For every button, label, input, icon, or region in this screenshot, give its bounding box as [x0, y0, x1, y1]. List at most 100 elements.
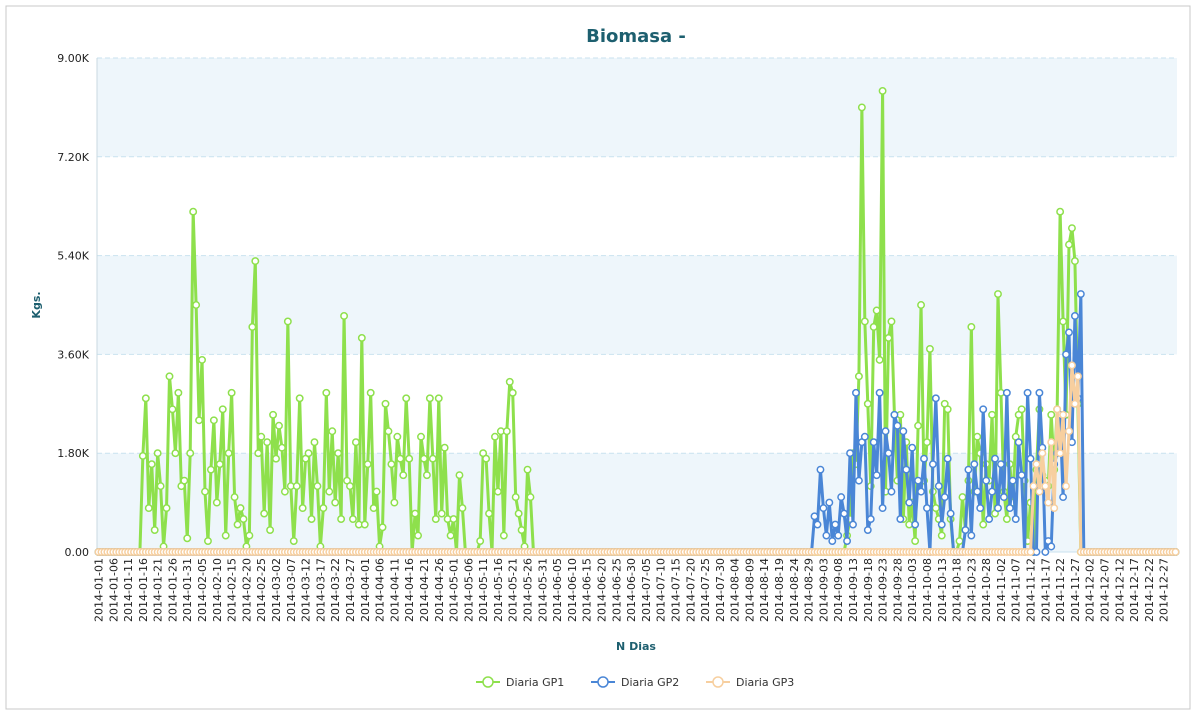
x-tick-label: 2014-05-06	[462, 558, 475, 622]
data-point	[245, 531, 254, 540]
x-tick-label: 2014-01-11	[122, 558, 135, 622]
x-tick-label: 2014-05-16	[492, 558, 505, 622]
data-point	[943, 405, 952, 414]
data-point	[212, 498, 221, 507]
data-point	[340, 312, 349, 320]
x-tick-label: 2014-10-18	[951, 558, 964, 622]
data-point	[1029, 482, 1038, 491]
data-point	[138, 451, 147, 460]
x-tick-label: 2014-09-13	[847, 558, 860, 622]
data-point	[360, 520, 369, 529]
x-tick-label: 2014-09-18	[862, 558, 875, 622]
x-tick-label: 2014-01-06	[107, 558, 120, 622]
x-tick-label: 2014-06-05	[551, 558, 564, 622]
data-point	[399, 471, 408, 480]
data-point	[1068, 224, 1076, 233]
x-tick-label: 2014-06-15	[581, 558, 594, 622]
x-tick-label: 2014-11-22	[1054, 558, 1067, 622]
x-tick-label: 2014-11-07	[1010, 558, 1023, 622]
chart-title: Biomasa -	[586, 26, 686, 47]
data-point	[183, 534, 192, 543]
data-point	[411, 509, 420, 518]
x-tick-label: 2014-05-26	[522, 558, 535, 622]
data-point	[881, 427, 890, 436]
data-point	[875, 355, 884, 364]
data-point	[251, 257, 260, 266]
data-point	[884, 333, 893, 342]
data-point	[201, 487, 209, 496]
data-point	[946, 509, 955, 518]
data-point	[1070, 257, 1079, 266]
data-point	[1068, 361, 1076, 370]
x-tick-label: 2014-08-04	[729, 558, 742, 622]
data-point	[1047, 542, 1056, 551]
data-point	[414, 531, 422, 540]
data-point	[384, 427, 393, 436]
data-point	[482, 454, 491, 463]
data-point	[304, 449, 313, 458]
data-point	[168, 405, 177, 414]
data-point	[283, 317, 292, 326]
data-point	[1070, 399, 1079, 408]
data-point	[887, 317, 896, 326]
data-point	[902, 465, 911, 474]
data-point	[239, 515, 248, 524]
data-point	[1062, 350, 1070, 359]
data-point	[819, 504, 828, 513]
data-point	[1047, 410, 1056, 419]
data-point	[1035, 487, 1044, 496]
data-point	[292, 482, 301, 491]
data-point	[295, 394, 304, 403]
data-point	[1076, 290, 1085, 298]
data-point	[523, 465, 532, 474]
data-point	[165, 372, 174, 381]
data-point	[917, 301, 926, 309]
data-point	[346, 482, 354, 491]
data-point	[351, 438, 360, 447]
x-tick-label: 2014-10-08	[921, 558, 934, 622]
data-point	[923, 504, 931, 513]
data-point	[961, 526, 970, 534]
data-point	[967, 531, 976, 540]
data-point	[428, 454, 437, 463]
x-tick-label: 2014-05-01	[448, 558, 461, 622]
data-point	[837, 493, 846, 502]
legend-swatch	[482, 676, 494, 688]
data-point	[209, 416, 218, 425]
data-point	[943, 454, 952, 463]
x-tick-label: 2014-04-26	[433, 558, 446, 622]
x-tick-label: 2014-03-12	[300, 558, 313, 622]
data-point	[1017, 405, 1026, 414]
data-point	[402, 394, 411, 403]
legend-swatch	[712, 676, 724, 688]
data-point	[973, 432, 982, 441]
data-point	[307, 515, 316, 524]
data-point	[1062, 482, 1070, 491]
data-point	[378, 523, 387, 532]
data-point	[1026, 454, 1035, 463]
data-point	[366, 388, 375, 397]
data-point	[911, 520, 920, 529]
legend-label: Diaria GP3	[736, 676, 794, 689]
data-point	[994, 504, 1002, 513]
x-tick-label: 2014-01-21	[152, 558, 165, 622]
data-point	[514, 509, 523, 518]
data-point	[854, 476, 863, 485]
data-point	[1041, 482, 1050, 491]
data-point	[499, 531, 508, 540]
x-tick-label: 2014-02-15	[226, 558, 239, 622]
y-tick-label: 7.20K	[57, 151, 89, 164]
data-point	[869, 438, 878, 447]
data-point	[363, 460, 372, 469]
data-point	[1059, 410, 1068, 419]
x-tick-label: 2014-02-20	[240, 558, 253, 622]
x-tick-label: 2014-11-27	[1069, 558, 1082, 622]
data-point	[1002, 515, 1011, 524]
data-point	[1017, 471, 1026, 480]
x-tick-label: 2014-08-24	[788, 558, 801, 622]
data-point	[899, 427, 908, 436]
data-point	[896, 515, 905, 524]
data-point	[334, 449, 343, 458]
data-point	[988, 487, 997, 496]
x-tick-label: 2014-04-21	[418, 558, 431, 622]
